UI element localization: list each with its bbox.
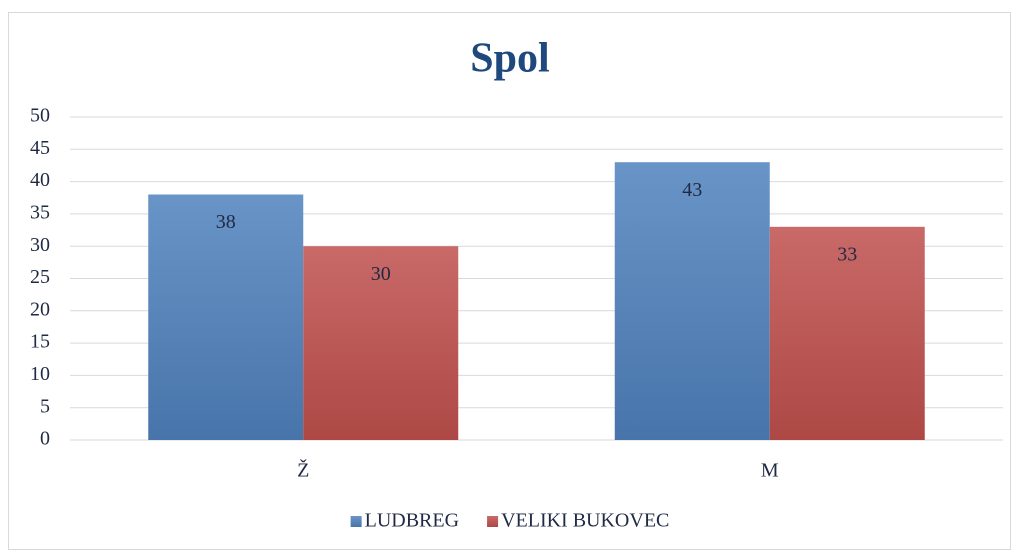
y-tick-label: 30 [30,234,50,256]
y-tick-label: 5 [40,395,50,417]
legend-label: LUDBREG [365,510,459,532]
data-label: 30 [371,263,391,285]
legend-swatch [350,516,362,527]
y-tick-label: 45 [30,137,50,159]
y-tick-label: 0 [40,428,50,450]
data-label: 33 [837,243,857,265]
y-tick-label: 40 [30,169,50,191]
legend-swatch [487,516,499,527]
bar [303,246,459,440]
y-tick-label: 35 [30,201,50,223]
bar [614,162,770,440]
x-tick-label: M [761,460,779,482]
y-tick-label: 50 [30,105,50,127]
y-tick-label: 25 [30,266,50,288]
data-label: 43 [682,179,702,201]
y-tick-label: 15 [30,331,50,353]
x-tick-label: Ž [297,459,309,482]
y-tick-label: 20 [30,298,50,320]
legend-label: VELIKI BUKOVEC [501,510,669,532]
chart-title: Spol [470,36,549,82]
data-label: 38 [216,211,236,233]
bar [148,194,304,440]
y-tick-label: 10 [30,363,50,385]
bar [769,226,925,440]
